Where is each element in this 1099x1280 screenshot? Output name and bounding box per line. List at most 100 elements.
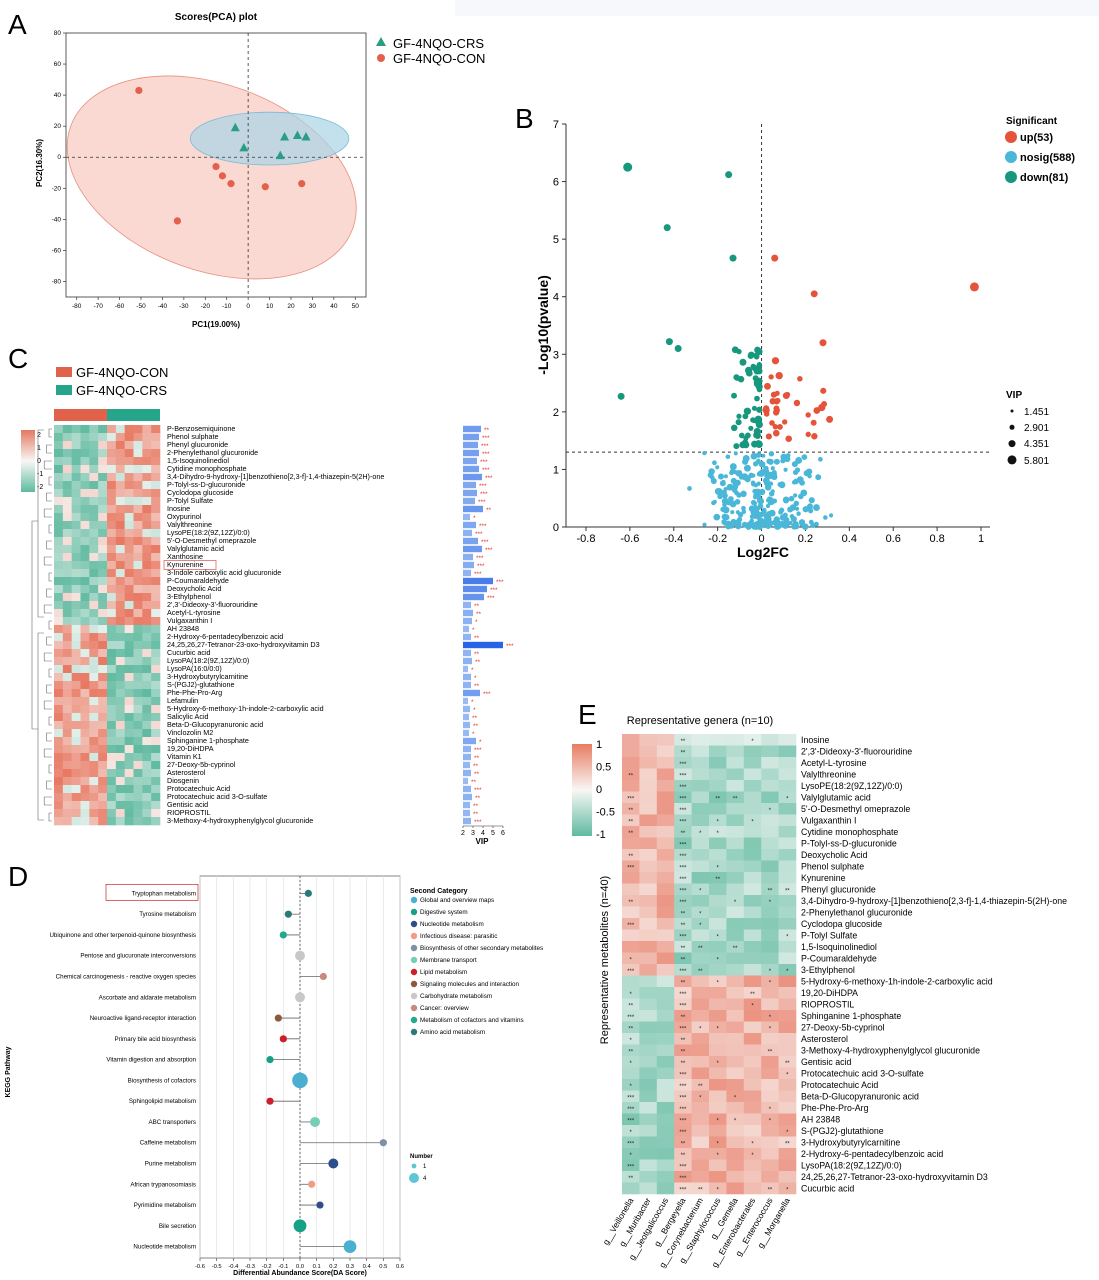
corr-cell [639,1102,658,1114]
heatmap-cell [98,577,108,586]
vip-sig-marker: * [473,707,476,714]
heatmap-cell [124,713,134,722]
volcano-point-down [737,375,745,383]
heatmap-row-label: 3-Methoxy-4-hydroxyphenylglycol glucuron… [167,816,313,825]
corr-cell [709,1056,727,1068]
corr-cell [691,780,710,792]
row-dendrogram-branch [48,668,52,678]
volcano-xtick-label: -0.2 [708,533,727,545]
corr-colorbar-tick: 1 [596,739,602,751]
heatmap-cell [62,801,72,810]
vip-sig-marker: ** [475,659,481,666]
heatmap-cell [62,705,72,714]
colorbar-tick: 2 [37,432,41,439]
corr-cell [639,1159,658,1172]
corr-cell [674,791,692,804]
heatmap-cell [124,609,134,618]
heatmap-cell [54,425,64,434]
heatmap-cell [80,561,90,570]
corr-row-label: Deoxycholic Acid [801,850,868,860]
heatmap-cell [98,801,108,810]
corr-cell [709,1182,727,1195]
heatmap-cell [133,601,143,610]
heatmap-cell [133,441,143,450]
heatmap-row-label: 3,4-Dihydro-9-hydroxy-[1]benzothieno[2,3… [167,472,384,481]
corr-cell [691,1010,710,1022]
heatmap-cell [89,633,99,642]
row-dendrogram-branch [46,636,52,646]
corr-cell [726,918,745,930]
corr-cell [743,941,762,953]
corr-sig-marker: *** [627,796,635,802]
corr-cell [709,1102,727,1114]
corr-cell [691,895,710,907]
size-legend-marker [411,1163,417,1169]
pca-point-con [212,162,220,171]
heatmap-cell [80,817,90,826]
heatmap-cell [54,713,64,722]
category-legend-marker [410,992,418,1000]
heatmap-cell [98,585,108,594]
heatmap-cell [107,425,117,434]
volcano-point-down [756,386,763,393]
corr-cell [743,814,762,827]
heatmap-cell [151,465,161,474]
corr-cell [743,1171,762,1183]
volcano-point-down [663,224,671,232]
corr-sig-marker: * [734,1118,737,1124]
heatmap-cell [107,569,117,578]
heatmap-cell [89,585,99,594]
corr-cell [674,964,692,976]
volcano-point-down [746,369,753,377]
highlight-box-kynurenine [163,560,217,570]
corr-cell [674,952,692,965]
heatmap-cell [124,521,134,530]
volcano-point-nosig [805,468,813,475]
corr-sig-marker: ** [785,1141,790,1147]
colorbar-tick: 1 [37,445,41,452]
corr-cell [656,803,675,815]
heatmap-cell [142,625,152,634]
heatmap-cell [71,793,81,802]
corr-sig-marker: * [786,1072,789,1078]
heatmap-cell [151,489,161,498]
corr-sig-marker: *** [679,1003,687,1009]
heatmap-cell [54,513,64,522]
volcano-point-nosig [728,521,733,526]
heatmap-cell [151,785,161,794]
corr-cell [656,768,675,781]
corr-cell [761,1056,779,1068]
pathway-point [295,950,305,961]
vip-sig-marker: * [474,675,477,682]
volcano-xlabel: Log2FC [737,544,789,560]
corr-cell [674,987,692,999]
heatmap-cell [89,649,99,658]
heatmap-cell [89,569,99,578]
heatmap-cell [80,425,90,434]
corr-sig-marker: ** [628,773,633,779]
corr-cell [639,768,658,781]
heatmap-cell [54,529,64,538]
pca-ytick-label: -80 [52,278,62,285]
vip-sig-marker: * [475,619,478,626]
heatmap-cell [151,793,161,802]
heatmap-cell [62,633,72,642]
heatmap-cell [142,497,152,506]
heatmap-cell [124,793,134,802]
heatmap-cell [142,457,152,466]
volcano-xtick-label: 0.2 [798,533,813,545]
corr-sig-marker: *** [627,1107,635,1113]
corr-sig-marker: *** [679,865,687,871]
vip-xtick-label: 2 [461,830,465,837]
volcano-point-down [742,413,749,420]
corr-sig-marker: *** [627,923,635,929]
heatmap-cell [115,529,125,538]
heatmap-cell [54,721,64,730]
corr-cell [709,1148,727,1160]
heatmap-cell [115,497,125,506]
heatmap-cell [89,553,99,562]
corr-cell [743,860,762,873]
volcano-point-nosig [735,469,743,477]
heatmap-row-label: P-Coumaraldehyde [167,576,229,585]
vip-bar [463,521,476,529]
